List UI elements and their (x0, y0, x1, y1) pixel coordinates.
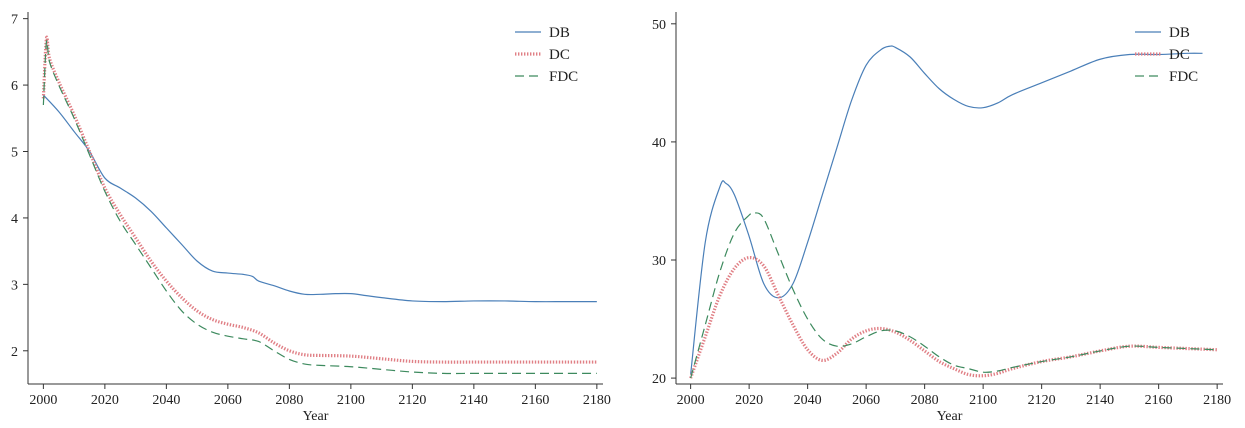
series-line-fdc (42, 39, 597, 375)
legend-label-db: DB (549, 25, 570, 41)
x-tick-label: 2180 (583, 393, 611, 408)
x-tick-label: 2040 (794, 393, 822, 408)
y-tick-label: 5 (11, 146, 18, 161)
series-line-dc (41, 35, 597, 364)
x-tick-label: 2100 (969, 393, 997, 408)
x-tick-label: 2020 (735, 393, 763, 408)
y-tick-label: 7 (11, 13, 18, 28)
x-tick-label: 2040 (152, 393, 180, 408)
y-tick-label: 4 (11, 212, 18, 227)
x-tick-label: 2080 (275, 393, 303, 408)
legend-label-fdc: FDC (1169, 69, 1198, 85)
legend-label-dc: DC (1169, 47, 1190, 63)
x-tick-label: 2120 (398, 393, 426, 408)
x-tick-label: 2000 (677, 393, 705, 408)
x-tick-label: 2000 (29, 393, 57, 408)
y-tick-label: 50 (652, 18, 666, 33)
x-tick-label: 2180 (1203, 393, 1231, 408)
x-tick-label: 2020 (91, 393, 119, 408)
x-tick-label: 2160 (1145, 393, 1173, 408)
series-line-fdc (690, 211, 1218, 379)
x-tick-label: 2060 (852, 393, 880, 408)
y-tick-label: 3 (11, 278, 18, 293)
series-line-db (42, 94, 597, 303)
legend-label-dc: DC (549, 47, 570, 63)
x-tick-label: 2060 (214, 393, 242, 408)
x-axis-title: Year (937, 409, 963, 424)
y-tick-label: 30 (652, 254, 666, 269)
y-tick-label: 40 (652, 136, 666, 151)
x-tick-label: 2120 (1028, 393, 1056, 408)
y-tick-label: 6 (11, 79, 18, 94)
series-line-dc (689, 256, 1218, 379)
x-tick-label: 2080 (911, 393, 939, 408)
left-line-chart: 2000 2020 2040 2060 2080 2100 2120 2140 2160 2180… (11, 12, 611, 424)
x-tick-label: 2100 (337, 393, 365, 408)
x-tick-label: 2140 (460, 393, 488, 408)
x-axis-title: Year (303, 409, 329, 424)
legend-label-db: DB (1169, 25, 1190, 41)
series-line-db (690, 45, 1203, 375)
x-tick-label: 2140 (1086, 393, 1114, 408)
y-tick-label: 2 (11, 345, 18, 360)
x-tick-label: 2160 (521, 393, 549, 408)
y-tick-label: 20 (652, 372, 666, 387)
legend-label-fdc: FDC (549, 69, 578, 85)
right-line-chart: 2000 2020 2040 2060 2080 2100 2120 2140 2160 2180… (652, 12, 1231, 424)
